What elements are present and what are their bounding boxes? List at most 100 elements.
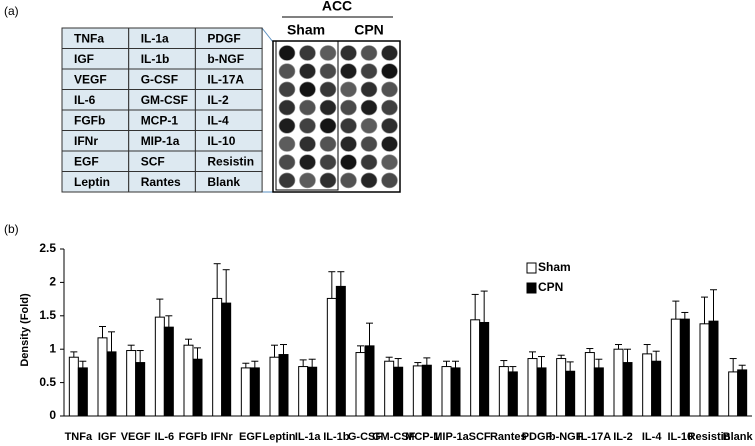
bar <box>355 352 366 417</box>
table-text: G-CSF <box>141 72 178 86</box>
blot-dot <box>340 154 357 170</box>
x-tick-label: Blank <box>723 431 754 443</box>
blot-dot <box>360 118 378 134</box>
x-tick-label: EGF <box>239 431 262 443</box>
blot-dot <box>299 81 316 98</box>
x-tick-label: MIP-1a <box>433 431 469 443</box>
table-text: Leptin <box>74 175 110 189</box>
blot-title: ACC <box>322 0 352 14</box>
blot-dot <box>278 154 296 170</box>
y-tick-label: 0 <box>49 408 56 422</box>
legend-swatch <box>526 262 537 274</box>
bar <box>384 360 395 417</box>
table-text: MCP-1 <box>141 113 179 127</box>
blot-dot <box>319 45 337 61</box>
blot-dot <box>278 99 296 116</box>
bar <box>278 354 289 417</box>
bar <box>642 353 653 417</box>
bar <box>593 367 604 417</box>
blot-dot <box>381 154 398 170</box>
bar <box>536 367 547 417</box>
blot-dot <box>360 81 378 98</box>
y-tick-label: 2 <box>49 275 56 289</box>
x-tick-label: VEGF <box>121 431 151 443</box>
table-cell <box>61 48 130 70</box>
x-tick-label: b-NGF <box>549 431 583 443</box>
x-tick-label: Rantes <box>490 431 527 443</box>
y-tick-label: 0.5 <box>39 375 56 389</box>
blot-dot <box>340 99 357 116</box>
bar <box>335 285 346 417</box>
blot-dot <box>381 99 398 116</box>
blot-dot <box>319 63 337 79</box>
table-text: IL-17A <box>207 72 244 86</box>
bar <box>163 326 174 417</box>
bar <box>584 352 595 417</box>
blot-dot <box>278 63 296 79</box>
table-cell <box>194 171 263 193</box>
table-text: Rantes <box>141 175 181 189</box>
blot-dot <box>381 45 398 61</box>
bar <box>240 367 251 417</box>
panel-label: (a) <box>4 4 19 18</box>
bar <box>364 345 375 417</box>
x-tick-label: IL-6 <box>155 431 175 443</box>
bar <box>68 356 79 417</box>
blot-dot <box>278 45 296 61</box>
x-tick-label: PDGF <box>522 431 553 443</box>
table-text: IL-10 <box>207 134 235 148</box>
blot-dot <box>299 136 316 152</box>
blot-dot <box>340 136 357 152</box>
blot-dot <box>360 172 378 189</box>
blot-dot <box>278 172 296 189</box>
x-tick-label: MCP-1 <box>405 431 439 443</box>
bar <box>679 318 690 417</box>
bar <box>507 371 518 417</box>
bar <box>183 344 194 417</box>
legend-label: Sham <box>538 260 571 274</box>
table-text: FGFb <box>74 113 105 127</box>
x-tick-label: FGFb <box>179 431 208 443</box>
bar <box>708 320 719 417</box>
table-text: Resistin <box>207 154 254 168</box>
bar <box>651 360 662 417</box>
blot-dot <box>381 172 398 189</box>
x-tick-label: SCF <box>469 431 491 443</box>
blot-group-box <box>275 40 339 191</box>
blot-dot <box>360 154 378 170</box>
blot-dot <box>381 81 398 98</box>
bar <box>699 323 710 417</box>
bar <box>470 319 481 417</box>
bar <box>326 297 337 417</box>
bar <box>421 364 432 417</box>
legend-label: CPN <box>538 280 563 294</box>
bar <box>622 362 633 417</box>
bar <box>441 366 452 417</box>
bar <box>728 371 739 417</box>
bar <box>565 370 576 417</box>
y-tick-label: 1 <box>49 341 56 355</box>
bar <box>412 365 423 417</box>
panel-label: (b) <box>4 222 19 236</box>
blot-dot <box>381 136 398 152</box>
table-text: b-NGF <box>207 52 244 66</box>
blot-dot <box>360 136 378 152</box>
table-text: TNFa <box>74 31 104 45</box>
blot-dot <box>340 172 357 189</box>
blot-dot <box>278 136 296 152</box>
blot-dot <box>299 118 316 134</box>
blot-dot <box>319 81 337 98</box>
x-tick-label: IL-4 <box>642 431 662 443</box>
bar <box>737 369 748 417</box>
blot-dot <box>319 136 337 152</box>
y-tick-label: 1.5 <box>39 308 56 322</box>
table-text: IFNr <box>74 134 98 148</box>
bar <box>307 366 318 417</box>
bar <box>479 321 490 417</box>
blot-dot <box>299 154 316 170</box>
blot-dot <box>360 99 378 116</box>
x-tick-label: GM-CSF <box>372 431 416 443</box>
blot-group: CPN <box>354 22 384 38</box>
blot-dot <box>319 99 337 116</box>
